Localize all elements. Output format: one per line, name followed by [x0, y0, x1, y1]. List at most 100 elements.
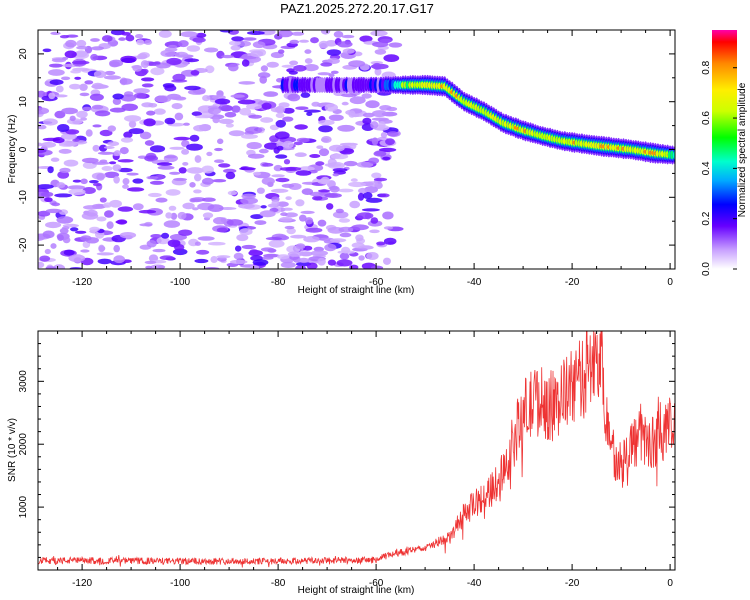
spectrogram-cell — [282, 207, 293, 211]
spectrogram-cell — [339, 232, 352, 238]
spectrogram-cell — [122, 178, 130, 185]
spectrogram-cell — [376, 241, 386, 246]
x-tick-label: -100 — [170, 578, 190, 589]
spectrogram-cell — [59, 167, 71, 173]
spectrogram-cell — [113, 150, 121, 157]
spectrogram-cell — [85, 209, 98, 217]
spectrogram-cell — [309, 154, 321, 158]
spectrogram-cell — [280, 212, 288, 217]
spectrogram-cell — [38, 210, 51, 217]
snr-series-line — [38, 331, 675, 568]
spectrogram-cell — [246, 103, 262, 110]
spectrogram-cell — [120, 137, 134, 143]
spectrogram-cell — [189, 182, 196, 188]
spectrogram-cell — [184, 58, 200, 63]
spectrogram-ridge-cell — [672, 151, 675, 160]
spectrogram-cell — [318, 189, 331, 193]
spectrogram-cell — [191, 111, 202, 116]
y-tick-label: 10 — [18, 96, 29, 108]
spectrogram-cell — [69, 115, 76, 122]
spectrogram-cell — [141, 83, 154, 88]
spectrogram-cell — [161, 232, 170, 239]
spectrogram-cell — [337, 41, 353, 48]
spectrogram-cell — [260, 65, 268, 72]
spectrogram-cell — [220, 105, 234, 112]
spectrogram-cell — [67, 185, 86, 190]
spectrogram-cell — [147, 176, 159, 180]
y-tick-label: 3000 — [18, 370, 29, 393]
spectrogram-cell — [172, 73, 186, 82]
spectrogram-cell — [89, 93, 104, 102]
spectrogram-cell — [343, 160, 358, 167]
spectrogram-cell — [329, 238, 347, 243]
spectrogram-cell — [335, 208, 344, 214]
spectrogram-cell — [341, 34, 355, 39]
spectrogram-cell — [383, 257, 391, 265]
spectrogram-cell — [320, 62, 333, 67]
spectrogram-cell — [171, 103, 183, 110]
spectrogram-cell — [150, 264, 166, 269]
spectrogram-cell — [51, 202, 61, 207]
spectrogram-cell — [270, 188, 289, 193]
spectrogram-cell — [197, 236, 215, 241]
spectrogram-cell — [240, 197, 258, 205]
spectrogram-cell — [289, 39, 300, 45]
spectrogram-cell — [75, 50, 88, 58]
spectrogram-cell — [379, 38, 392, 43]
spectrogram-cell — [383, 54, 400, 62]
spectrogram-cell — [318, 40, 329, 49]
spectrogram-cell — [284, 212, 298, 218]
spectrogram-cell — [42, 118, 58, 126]
x-tick-label: -40 — [467, 578, 482, 589]
spectrogram-cell — [166, 57, 182, 66]
spectrogram-cell — [152, 248, 166, 253]
spectrogram-cell — [202, 212, 214, 219]
spectrogram-cell — [356, 161, 374, 168]
spectrogram-cell — [177, 211, 187, 220]
spectrogram-cell — [62, 226, 70, 230]
chart-title: PAZ1.2025.272.20.17.G17 — [280, 1, 434, 16]
colorbar-tick-label: 0.6 — [701, 111, 712, 125]
spectrogram-cell — [382, 211, 394, 220]
spectrogram-cell — [362, 117, 372, 125]
spectrogram-cell — [101, 35, 113, 42]
spectrogram-cell — [182, 162, 189, 166]
spectrogram-cell — [154, 95, 172, 103]
spectrogram-cell — [173, 177, 188, 181]
spectrogram-cell — [124, 115, 142, 122]
spectrogram-cell — [338, 188, 354, 193]
spectrogram-cell — [385, 138, 395, 146]
spectrogram-cell — [61, 133, 77, 140]
x-tick-label: -60 — [369, 578, 384, 589]
spectrogram-cell — [287, 93, 301, 102]
spectrogram-cell — [91, 104, 104, 110]
spectrogram-cell — [239, 107, 252, 116]
spectrogram-cell — [56, 182, 66, 189]
spectrogram-cell — [366, 252, 379, 260]
spectrogram-cell — [51, 58, 66, 63]
spectrogram-cell — [282, 140, 294, 149]
spectrogram-cell — [81, 157, 99, 164]
spectrogram-cell — [263, 91, 279, 97]
spectrogram-cell — [146, 110, 156, 116]
spectrogram-cell — [278, 102, 290, 108]
spectrogram-cell — [328, 73, 335, 78]
spectrogram-cell — [76, 45, 88, 50]
spectrogram-cell — [227, 190, 238, 196]
spectrogram-cell — [213, 217, 227, 225]
spectrogram-cell — [140, 60, 149, 69]
spectrogram-cell — [306, 112, 313, 116]
spectrogram-cell — [89, 226, 100, 232]
spectrogram-cell — [39, 255, 51, 262]
spectrogram-cell — [80, 178, 88, 185]
spectrogram-cell — [229, 259, 248, 265]
snr-y-axis-label: SNR (10 * v/v) — [7, 418, 18, 482]
spectrogram-cell — [370, 217, 379, 224]
spectrogram-cell — [236, 234, 249, 242]
spectrogram-cell — [239, 167, 256, 171]
spectrogram-cell — [241, 244, 256, 250]
spectrogram-cell — [137, 53, 148, 60]
spectrogram-cell — [150, 67, 165, 76]
spectrogram-cell — [250, 50, 264, 58]
spectrogram-cell — [287, 251, 303, 257]
